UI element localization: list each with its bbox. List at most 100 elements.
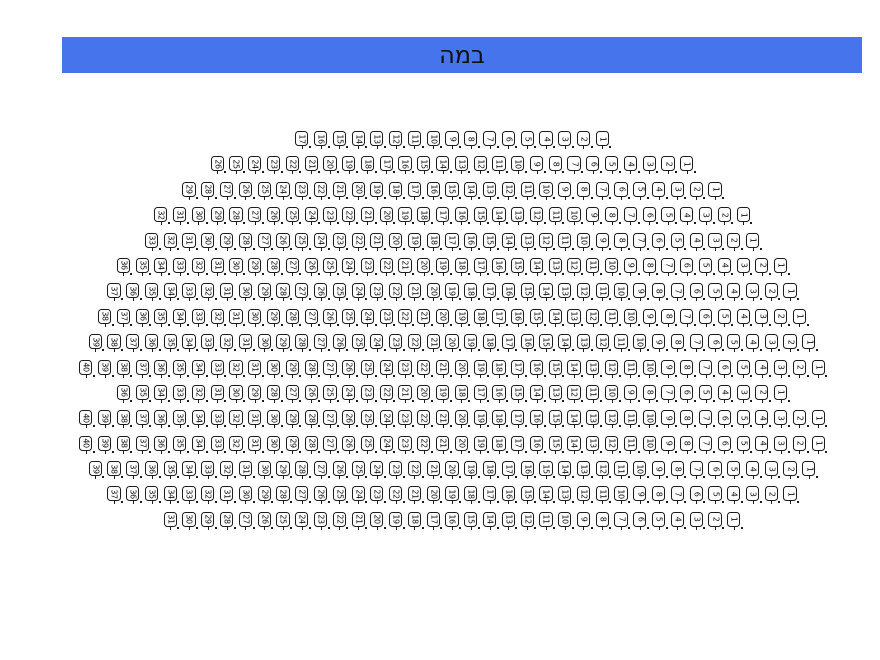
- seat[interactable]: 22: [417, 359, 434, 378]
- seat[interactable]: 12: [567, 384, 584, 403]
- seat[interactable]: 22: [407, 461, 424, 480]
- seat[interactable]: 16: [529, 410, 546, 429]
- seat[interactable]: 31: [182, 232, 199, 251]
- seat[interactable]: 25: [360, 410, 377, 429]
- seat[interactable]: 25: [229, 156, 246, 175]
- seat[interactable]: 6: [586, 156, 603, 175]
- seat[interactable]: 35: [144, 283, 161, 302]
- seat[interactable]: 29: [257, 486, 274, 505]
- seat[interactable]: 33: [182, 283, 199, 302]
- seat[interactable]: 8: [642, 257, 659, 276]
- seat[interactable]: 32: [201, 283, 218, 302]
- seat[interactable]: 6: [698, 308, 715, 327]
- seat[interactable]: 27: [257, 232, 274, 251]
- seat[interactable]: 13: [576, 461, 593, 480]
- seat[interactable]: 30: [257, 334, 274, 353]
- seat[interactable]: 12: [501, 181, 518, 200]
- seat[interactable]: 31: [238, 461, 255, 480]
- seat[interactable]: 12: [520, 511, 537, 530]
- seat[interactable]: 5: [661, 207, 678, 226]
- seat[interactable]: 33: [201, 461, 218, 480]
- seat[interactable]: 17: [482, 486, 499, 505]
- seat[interactable]: 3: [642, 156, 659, 175]
- seat[interactable]: 24: [342, 257, 359, 276]
- seat[interactable]: 13: [511, 207, 528, 226]
- seat[interactable]: 3: [689, 511, 706, 530]
- seat[interactable]: 11: [595, 486, 612, 505]
- seat[interactable]: 5: [717, 308, 734, 327]
- seat[interactable]: 32: [191, 257, 208, 276]
- seat[interactable]: 5: [670, 232, 687, 251]
- seat[interactable]: 1: [783, 283, 800, 302]
- seat[interactable]: 7: [661, 257, 678, 276]
- seat[interactable]: 19: [398, 207, 415, 226]
- seat[interactable]: 20: [454, 410, 471, 429]
- seat[interactable]: 10: [614, 283, 631, 302]
- seat[interactable]: 23: [379, 308, 396, 327]
- seat[interactable]: 13: [586, 410, 603, 429]
- seat[interactable]: 36: [154, 435, 171, 454]
- seat[interactable]: 37: [116, 308, 133, 327]
- seat[interactable]: 20: [445, 334, 462, 353]
- seat[interactable]: 2: [727, 232, 744, 251]
- seat[interactable]: 12: [389, 131, 405, 149]
- seat[interactable]: 17: [511, 435, 528, 454]
- seat[interactable]: 17: [482, 283, 499, 302]
- seat[interactable]: 21: [360, 207, 377, 226]
- seat[interactable]: 24: [351, 283, 368, 302]
- seat[interactable]: 30: [266, 359, 283, 378]
- seat[interactable]: 1: [736, 207, 753, 226]
- seat[interactable]: 9: [661, 435, 678, 454]
- seat[interactable]: 23: [266, 156, 283, 175]
- seat[interactable]: 15: [548, 359, 565, 378]
- seat[interactable]: 1: [680, 156, 697, 175]
- seat[interactable]: 16: [520, 334, 537, 353]
- seat[interactable]: 13: [520, 232, 537, 251]
- seat[interactable]: 17: [379, 156, 396, 175]
- seat[interactable]: 25: [342, 308, 359, 327]
- seat[interactable]: 21: [407, 283, 424, 302]
- seat[interactable]: 22: [417, 435, 434, 454]
- seat[interactable]: 24: [379, 410, 396, 429]
- seat[interactable]: 5: [708, 486, 725, 505]
- seat[interactable]: 3: [764, 461, 781, 480]
- seat[interactable]: 29: [248, 257, 265, 276]
- seat[interactable]: 18: [426, 232, 443, 251]
- seat[interactable]: 25: [351, 334, 368, 353]
- seat[interactable]: 12: [473, 156, 490, 175]
- seat[interactable]: 24: [304, 207, 321, 226]
- seat[interactable]: 22: [285, 156, 302, 175]
- seat[interactable]: 33: [173, 257, 189, 276]
- seat[interactable]: 32: [201, 486, 218, 505]
- seat[interactable]: 10: [539, 181, 556, 200]
- seat[interactable]: 35: [144, 486, 161, 505]
- seat[interactable]: 15: [332, 131, 349, 149]
- seat[interactable]: 30: [238, 283, 255, 302]
- seat[interactable]: 8: [670, 461, 687, 480]
- seat[interactable]: 25: [360, 435, 377, 454]
- seat[interactable]: 27: [220, 181, 236, 200]
- seat[interactable]: 14: [539, 486, 556, 505]
- seat[interactable]: 15: [548, 435, 565, 454]
- seat[interactable]: 7: [698, 410, 715, 429]
- seat[interactable]: 31: [210, 384, 227, 403]
- seat[interactable]: 18: [482, 461, 499, 480]
- seat[interactable]: 14: [351, 131, 368, 149]
- seat[interactable]: 2: [764, 283, 781, 302]
- seat[interactable]: 4: [689, 232, 706, 251]
- seat[interactable]: 28: [295, 334, 312, 353]
- seat[interactable]: 22: [407, 334, 424, 353]
- seat[interactable]: 7: [614, 511, 631, 530]
- seat[interactable]: 32: [191, 384, 208, 403]
- seat[interactable]: 18: [389, 181, 405, 200]
- seat[interactable]: 7: [670, 283, 687, 302]
- seat[interactable]: 21: [398, 384, 415, 403]
- seat[interactable]: 8: [605, 207, 621, 226]
- seat[interactable]: 28: [276, 486, 293, 505]
- seat[interactable]: 19: [436, 384, 452, 403]
- seat[interactable]: 21: [436, 359, 452, 378]
- seat[interactable]: 25: [295, 232, 312, 251]
- seat[interactable]: 29: [285, 435, 302, 454]
- seat[interactable]: 1: [727, 511, 744, 530]
- seat[interactable]: 18: [407, 511, 424, 530]
